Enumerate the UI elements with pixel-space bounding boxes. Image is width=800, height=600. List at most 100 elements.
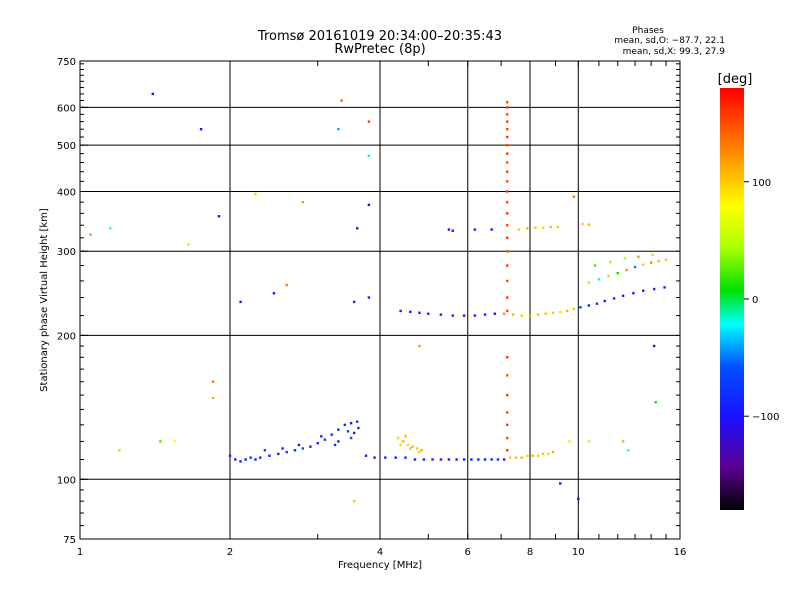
data-point: [502, 458, 506, 461]
data-point: [616, 271, 619, 275]
x-axis-ticks: 1 2 4 6 8 10 16: [77, 547, 687, 558]
data-point: [333, 443, 337, 447]
x-tick-label: 8: [527, 547, 533, 558]
data-point: [320, 435, 323, 438]
data-point: [587, 281, 591, 284]
data-point: [462, 314, 466, 317]
data-point: [447, 228, 451, 231]
data-point: [411, 445, 414, 448]
data-point: [559, 482, 562, 485]
data-point: [649, 261, 653, 264]
data-point: [346, 430, 350, 433]
data-point: [637, 255, 640, 259]
data-point: [244, 458, 247, 461]
data-point: [352, 499, 356, 503]
data-point: [505, 296, 509, 299]
data-point: [627, 449, 630, 452]
data-point: [199, 127, 203, 131]
data-point: [587, 223, 591, 226]
data-point: [173, 440, 177, 443]
data-point: [367, 296, 371, 299]
data-point: [577, 497, 580, 501]
data-point: [505, 374, 509, 377]
data-point: [367, 203, 371, 207]
data-point: [654, 400, 657, 404]
colorbar-tick-label: 100: [752, 178, 771, 189]
y-tick-label: 500: [57, 141, 76, 152]
data-point: [559, 310, 562, 314]
data-point: [505, 135, 509, 139]
data-point: [505, 200, 509, 204]
data-point: [514, 456, 518, 459]
data-point: [505, 212, 509, 215]
data-point: [151, 92, 155, 96]
data-point: [587, 440, 591, 443]
data-point: [451, 314, 455, 317]
stats-o-mode: mean, sd,O: −87.7, 22.1: [614, 36, 725, 46]
data-point: [663, 286, 666, 289]
data-point: [544, 312, 547, 315]
data-point: [399, 443, 402, 447]
data-point: [505, 127, 509, 131]
data-point: [551, 311, 555, 314]
data-point: [642, 289, 645, 292]
data-point: [657, 259, 660, 263]
data-point: [505, 423, 509, 427]
data-point: [413, 458, 417, 461]
data-point: [603, 299, 606, 303]
data-point: [664, 258, 668, 261]
data-point: [526, 227, 529, 230]
data-point: [505, 143, 509, 147]
data-point: [505, 279, 509, 283]
data-point: [309, 445, 312, 448]
data-point: [249, 456, 252, 459]
y-tick-label: 75: [63, 535, 76, 546]
data-point: [455, 458, 458, 461]
data-point: [621, 294, 625, 298]
data-point: [404, 456, 407, 459]
data-point: [490, 228, 493, 231]
data-point: [187, 243, 190, 246]
data-point: [384, 456, 387, 459]
data-point: [541, 452, 545, 456]
data-points: [89, 92, 668, 503]
data-point: [254, 458, 257, 461]
x-tick-label: 6: [465, 547, 471, 558]
data-point: [394, 456, 397, 459]
data-point: [505, 250, 509, 253]
data-point: [541, 226, 545, 229]
data-point: [159, 440, 162, 443]
data-point: [211, 380, 215, 383]
data-point: [633, 265, 637, 269]
grid-lines: [80, 61, 680, 539]
data-point: [399, 309, 402, 313]
data-point: [418, 344, 421, 348]
data-point: [528, 314, 532, 317]
y-tick-label: 200: [57, 331, 76, 342]
data-point: [621, 440, 625, 443]
data-point: [508, 456, 512, 459]
data-point: [651, 253, 654, 256]
data-point: [439, 458, 443, 461]
data-point: [418, 450, 421, 454]
data-point: [217, 215, 221, 218]
y-tick-label: 400: [57, 187, 76, 198]
data-point: [505, 236, 509, 240]
data-point: [367, 120, 371, 123]
data-point: [642, 263, 645, 266]
data-point: [493, 312, 497, 315]
data-point: [316, 441, 319, 445]
data-point: [301, 200, 305, 204]
data-point: [607, 274, 610, 278]
data-point: [505, 120, 509, 123]
stats-x-mode: mean, sd,X: 99.3, 27.9: [623, 47, 726, 57]
data-point: [597, 278, 601, 281]
data-point: [462, 458, 466, 461]
data-point: [234, 458, 237, 461]
data-point: [355, 420, 359, 423]
data-point: [373, 456, 376, 459]
data-point: [581, 222, 584, 226]
data-point: [431, 458, 434, 461]
data-point: [505, 436, 509, 440]
data-point: [595, 302, 599, 305]
